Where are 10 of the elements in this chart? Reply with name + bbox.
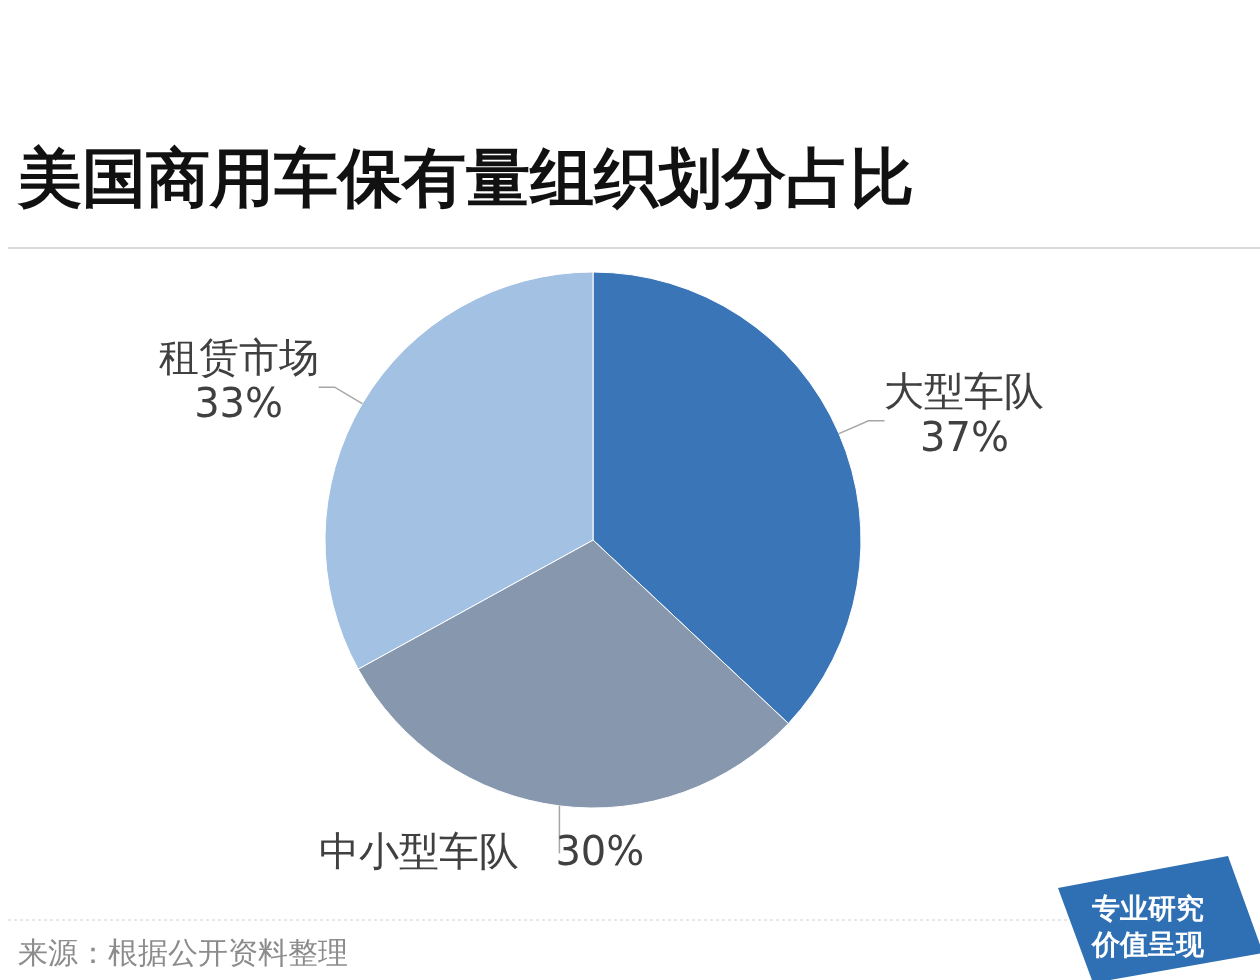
slice-label: 中小型车队 xyxy=(319,828,520,875)
slice-label: 大型车队 xyxy=(884,367,1045,414)
data-label: 30% xyxy=(555,828,645,875)
slice-label: 租赁市场 xyxy=(158,334,319,381)
chart-title: 美国商用车保有量组织划分占比 xyxy=(17,141,914,215)
text: 专业研究 xyxy=(1091,892,1204,925)
source-note: 来源：根据公开资料整理 xyxy=(18,935,348,970)
data-label: 37% xyxy=(920,413,1009,460)
text: 价值呈现 xyxy=(1091,928,1205,961)
data-label: 33% xyxy=(194,380,284,427)
